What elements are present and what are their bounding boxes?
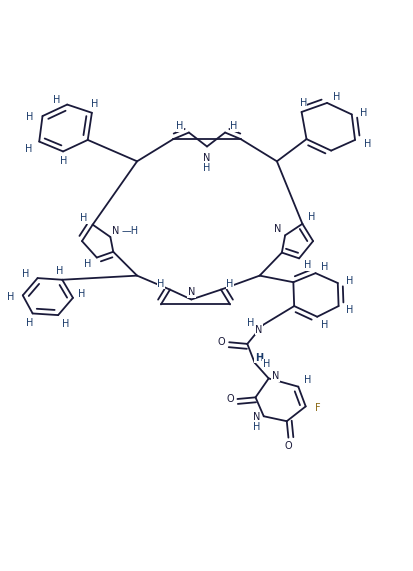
Text: H: H: [246, 318, 254, 328]
Text: —H: —H: [121, 226, 138, 236]
Text: H: H: [262, 360, 269, 369]
Text: H: H: [157, 279, 164, 289]
Text: H: H: [176, 121, 183, 131]
Text: H: H: [320, 320, 328, 330]
Text: H: H: [299, 98, 306, 108]
Text: H: H: [26, 112, 34, 122]
Text: O: O: [218, 337, 225, 347]
Text: N: N: [187, 287, 195, 297]
Text: H: H: [252, 422, 259, 432]
Text: H: H: [226, 279, 233, 289]
Text: H: H: [22, 269, 30, 279]
Text: H: H: [254, 353, 262, 363]
Text: N: N: [273, 224, 281, 234]
Text: H: H: [203, 163, 210, 173]
Text: H: H: [78, 289, 85, 299]
Text: H: H: [230, 121, 237, 131]
Text: H: H: [62, 319, 69, 329]
Text: H: H: [304, 260, 311, 270]
Text: F: F: [314, 403, 320, 413]
Text: N: N: [252, 412, 259, 422]
Text: H: H: [25, 144, 32, 154]
Text: N: N: [254, 325, 262, 335]
Text: H: H: [346, 305, 353, 315]
Text: H: H: [7, 292, 14, 302]
Text: H: H: [84, 259, 91, 269]
Text: H: H: [320, 263, 328, 272]
Text: N: N: [112, 226, 119, 236]
Text: H: H: [26, 318, 34, 328]
Text: H: H: [332, 92, 340, 102]
Text: H: H: [56, 266, 63, 276]
Text: H: H: [80, 213, 87, 223]
Text: H: H: [60, 156, 67, 166]
Text: H: H: [360, 108, 367, 118]
Text: N: N: [203, 153, 210, 163]
Text: N: N: [271, 371, 278, 381]
Text: H: H: [307, 212, 314, 222]
Text: H: H: [90, 99, 98, 108]
Text: O: O: [284, 441, 292, 451]
Text: H: H: [345, 276, 352, 287]
Text: H: H: [363, 139, 370, 149]
Text: O: O: [225, 394, 233, 404]
Text: H: H: [304, 375, 311, 385]
Text: H: H: [53, 95, 60, 104]
